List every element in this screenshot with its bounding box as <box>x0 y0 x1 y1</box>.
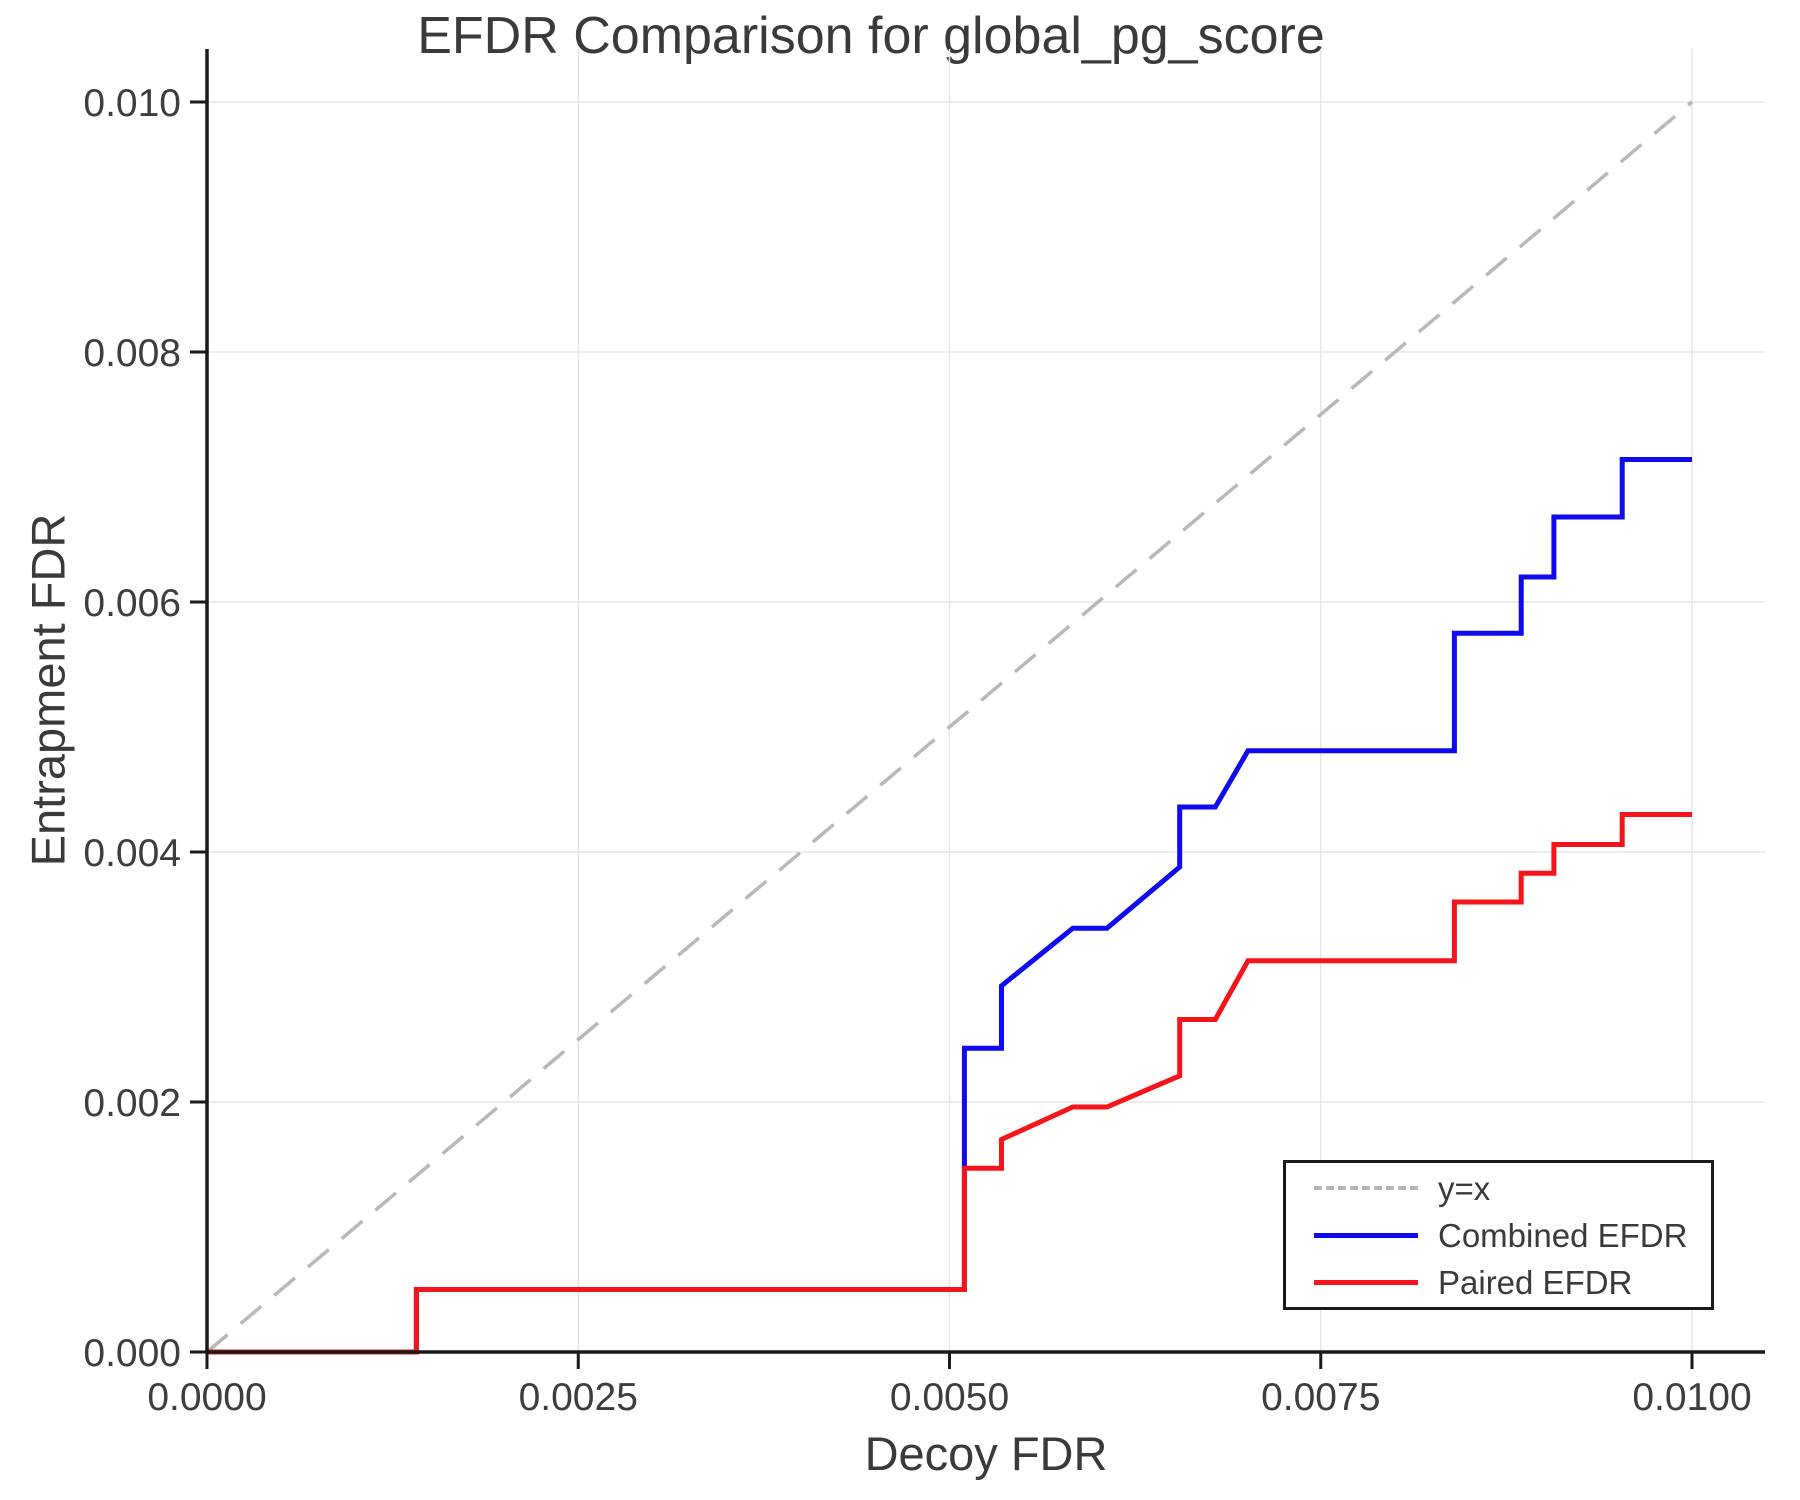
legend-label: Combined EFDR <box>1438 1216 1688 1254</box>
x-tick-label: 0.0025 <box>519 1376 638 1419</box>
legend-line-sample <box>1314 1232 1418 1238</box>
legend-row: Combined EFDR <box>1314 1213 1711 1257</box>
legend-line-sample <box>1314 1186 1418 1190</box>
x-tick-label: 0.0000 <box>147 1376 266 1419</box>
y-tick-label: 0.010 <box>83 82 181 125</box>
y-axis-title: Entrapment FDR <box>21 513 75 867</box>
y-tick-label: 0.004 <box>83 832 181 875</box>
series-paired-efdr <box>207 812 1692 1355</box>
legend: y=x Combined EFDR Paired EFDR <box>1283 1160 1714 1310</box>
x-tick-label: 0.0050 <box>890 1376 1009 1419</box>
series-y-x <box>205 100 1694 1354</box>
y-tick-label: 0.002 <box>83 1082 181 1125</box>
y-tick-label: 0.000 <box>83 1332 181 1375</box>
y-tick-label: 0.006 <box>83 582 181 625</box>
legend-row: Paired EFDR <box>1314 1260 1711 1304</box>
legend-label: y=x <box>1438 1169 1491 1207</box>
legend-label: Paired EFDR <box>1438 1263 1633 1301</box>
legend-row: y=x <box>1314 1166 1711 1210</box>
x-tick-label: 0.0075 <box>1261 1376 1380 1419</box>
legend-line-sample <box>1314 1279 1418 1285</box>
x-tick-label: 0.0100 <box>1632 1376 1751 1419</box>
y-tick-label: 0.008 <box>83 332 181 375</box>
x-axis-title: Decoy FDR <box>864 1427 1108 1480</box>
chart-title: EFDR Comparison for global_pg_score <box>417 7 1325 65</box>
